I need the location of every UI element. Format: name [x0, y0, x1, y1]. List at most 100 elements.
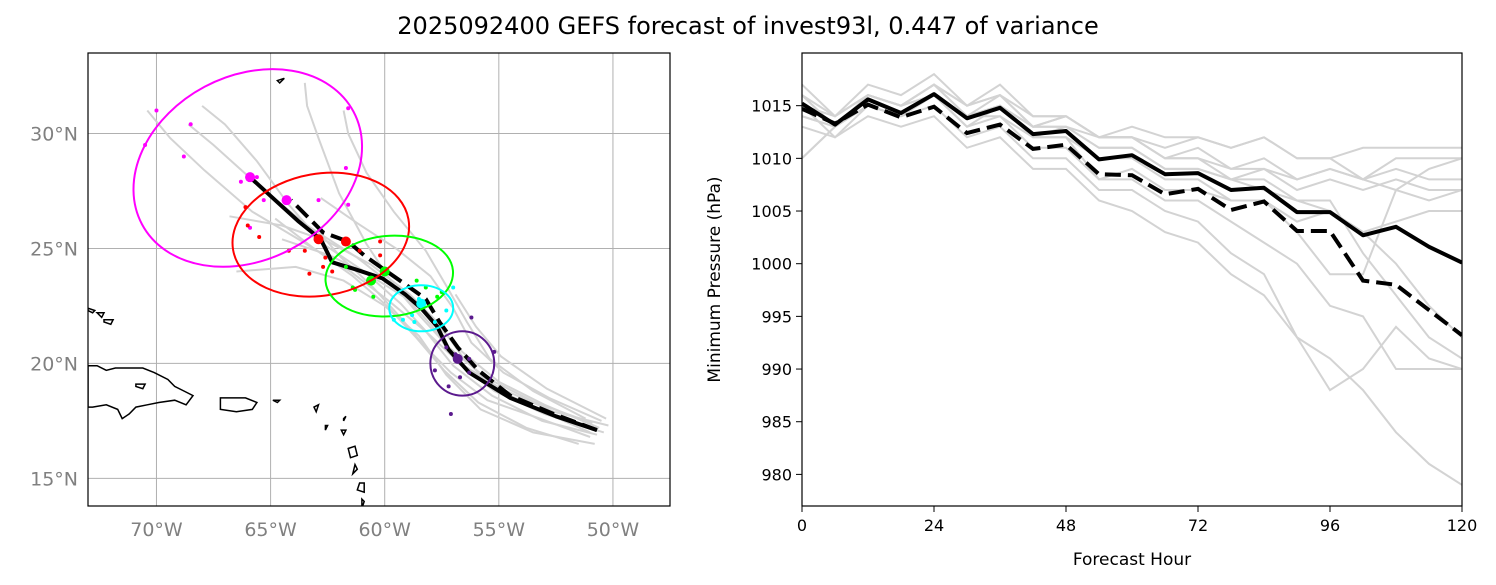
x-tick-label: 24	[924, 516, 944, 535]
ensemble-pressure-line	[802, 93, 1462, 360]
member-point	[245, 223, 250, 228]
member-point	[469, 315, 474, 320]
mean-position-point	[416, 298, 427, 309]
map-lat-tick-label: 30°N	[30, 123, 78, 145]
uncertainty-ellipse	[324, 234, 455, 318]
y-tick-label: 995	[761, 307, 792, 326]
map-lon-tick-label: 65°W	[244, 519, 297, 541]
member-point	[444, 345, 449, 350]
coastline	[324, 424, 329, 431]
ensemble-pressure-line	[802, 115, 1462, 392]
coastline	[135, 383, 147, 390]
ensemble-pressure-line	[802, 83, 1462, 202]
map-lat-tick-label: 20°N	[30, 353, 78, 375]
member-point	[321, 264, 326, 269]
member-point	[257, 234, 262, 239]
member-point	[371, 294, 376, 299]
member-point	[451, 285, 456, 290]
y-tick-label: 985	[761, 413, 792, 432]
y-tick-label: 1005	[751, 202, 792, 221]
ensemble-track	[454, 293, 607, 420]
member-point	[400, 317, 405, 322]
member-point	[181, 154, 186, 159]
uncertainty-ellipse	[388, 284, 455, 333]
x-tick-label: 96	[1320, 516, 1340, 535]
member-point	[378, 253, 383, 258]
line-frame	[801, 52, 1463, 507]
member-point	[444, 308, 449, 313]
x-tick-label: 72	[1188, 516, 1208, 535]
map-plot-area	[88, 53, 670, 506]
member-point	[432, 368, 437, 373]
y-tick-label: 980	[761, 465, 792, 484]
ensemble-track	[201, 105, 598, 436]
page-title: 2025092400 GEFS forecast of invest93l, 0…	[397, 12, 1099, 40]
member-point	[414, 278, 419, 283]
member-point	[467, 356, 472, 361]
coastline	[347, 445, 359, 459]
coastline	[88, 364, 195, 420]
coastline	[272, 399, 282, 404]
coastline	[103, 318, 115, 326]
x-axis-label: Forecast Hour	[1073, 550, 1191, 570]
member-point	[346, 202, 351, 207]
coastline	[340, 429, 348, 437]
mean-track-dashed	[289, 198, 598, 432]
member-point	[154, 108, 159, 113]
map-lat-tick-label: 25°N	[30, 238, 78, 260]
member-point	[261, 198, 266, 203]
mean-track-solid	[248, 175, 598, 432]
coastline	[356, 482, 365, 494]
ensemble-pressure-line	[802, 83, 1462, 181]
map-frame	[87, 52, 671, 507]
mean-position-point	[313, 234, 324, 245]
coastline	[219, 397, 259, 413]
track-map-panel: 70°W 65°W 60°W 55°W 50°W 15°N 20°N 25°N 30°N	[30, 52, 671, 541]
mean-pressure-dashed	[802, 102, 1462, 337]
y-tick-label: 1015	[751, 97, 792, 116]
member-point	[330, 269, 335, 274]
member-point	[378, 239, 383, 244]
y-axis-label: Minimum Pressure (hPa)	[705, 176, 725, 382]
coastline	[342, 415, 347, 422]
map-lon-tick-label: 55°W	[473, 519, 526, 541]
member-point	[188, 122, 193, 127]
y-tick-label: 990	[761, 360, 792, 379]
y-tick-label: 1000	[751, 255, 792, 274]
x-tick-label: 48	[1056, 516, 1076, 535]
uncertainty-ellipse	[429, 330, 496, 397]
member-point	[458, 375, 463, 380]
member-point	[307, 271, 312, 276]
member-point	[357, 248, 362, 253]
x-tick-label: 0	[797, 516, 807, 535]
coastline	[351, 462, 359, 477]
member-point	[323, 255, 328, 260]
coastline	[88, 307, 97, 314]
ensemble-track	[342, 110, 587, 420]
coastline	[361, 497, 366, 506]
mean-position-point	[340, 236, 351, 247]
coastline	[95, 312, 106, 319]
ensemble-pressure-line	[802, 93, 1462, 160]
member-point	[316, 198, 321, 203]
map-lon-tick-label: 50°W	[587, 519, 640, 541]
x-tick-label: 120	[1447, 516, 1478, 535]
member-point	[467, 370, 472, 375]
member-point	[412, 320, 417, 325]
pressure-chart-panel: 0 24 48 72 96 120 980 985 990 995 1000 1005 1010 1015…	[705, 52, 1478, 570]
line-plot-area	[802, 72, 1462, 486]
mean-position-point	[245, 172, 256, 183]
y-tick-label: 1010	[751, 149, 792, 168]
coastline	[313, 403, 320, 414]
member-point	[254, 175, 259, 180]
ensemble-pressure-line	[802, 83, 1462, 276]
member-point	[432, 320, 437, 325]
map-lat-tick-label: 15°N	[30, 468, 78, 490]
map-lon-tick-label: 70°W	[130, 519, 183, 541]
coastline	[276, 77, 285, 84]
ensemble-track	[236, 265, 595, 445]
member-point	[343, 264, 348, 269]
uncertainty-ellipse	[132, 68, 364, 268]
mean-position-point	[281, 195, 292, 206]
map-lon-tick-label: 60°W	[358, 519, 411, 541]
